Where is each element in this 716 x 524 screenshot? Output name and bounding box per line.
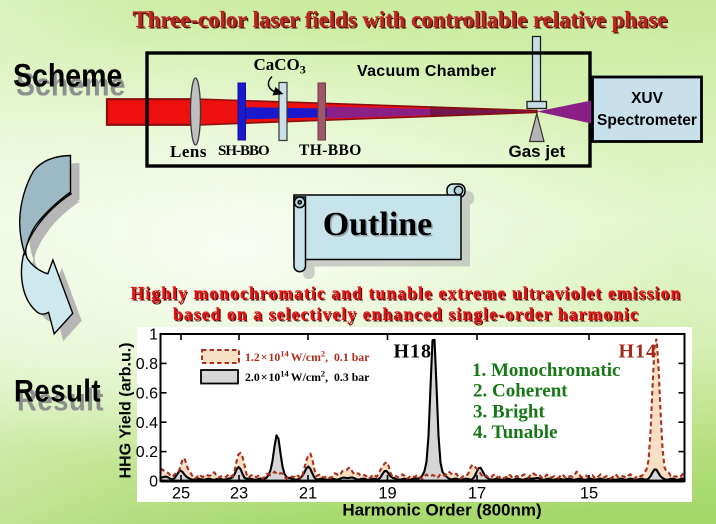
svg-text:1: 1 bbox=[149, 327, 158, 344]
svg-text:H18: H18 bbox=[394, 341, 433, 363]
svg-text:0.4: 0.4 bbox=[136, 415, 158, 432]
svg-text:1. Monochromatic: 1. Monochromatic bbox=[472, 360, 620, 381]
svg-text:0.8: 0.8 bbox=[136, 356, 158, 373]
svg-text:15: 15 bbox=[580, 485, 598, 503]
svg-text:21: 21 bbox=[299, 485, 317, 503]
svg-text:2. Coherent: 2. Coherent bbox=[473, 381, 568, 402]
svg-text:23: 23 bbox=[230, 485, 248, 503]
svg-text:Harmonic Order (800nm): Harmonic Order (800nm) bbox=[342, 501, 541, 520]
svg-text:H14: H14 bbox=[619, 341, 658, 363]
svg-text:0.2: 0.2 bbox=[136, 444, 158, 461]
svg-text:19: 19 bbox=[378, 485, 396, 503]
svg-text:17: 17 bbox=[468, 485, 486, 503]
svg-text:0: 0 bbox=[149, 474, 158, 491]
svg-text:25: 25 bbox=[172, 485, 190, 503]
svg-text:HHG Yield (arb.u.): HHG Yield (arb.u.) bbox=[118, 342, 135, 478]
svg-text:0.6: 0.6 bbox=[136, 385, 158, 402]
svg-text:4. Tunable: 4. Tunable bbox=[473, 422, 558, 443]
svg-text:3. Bright: 3. Bright bbox=[473, 401, 545, 422]
